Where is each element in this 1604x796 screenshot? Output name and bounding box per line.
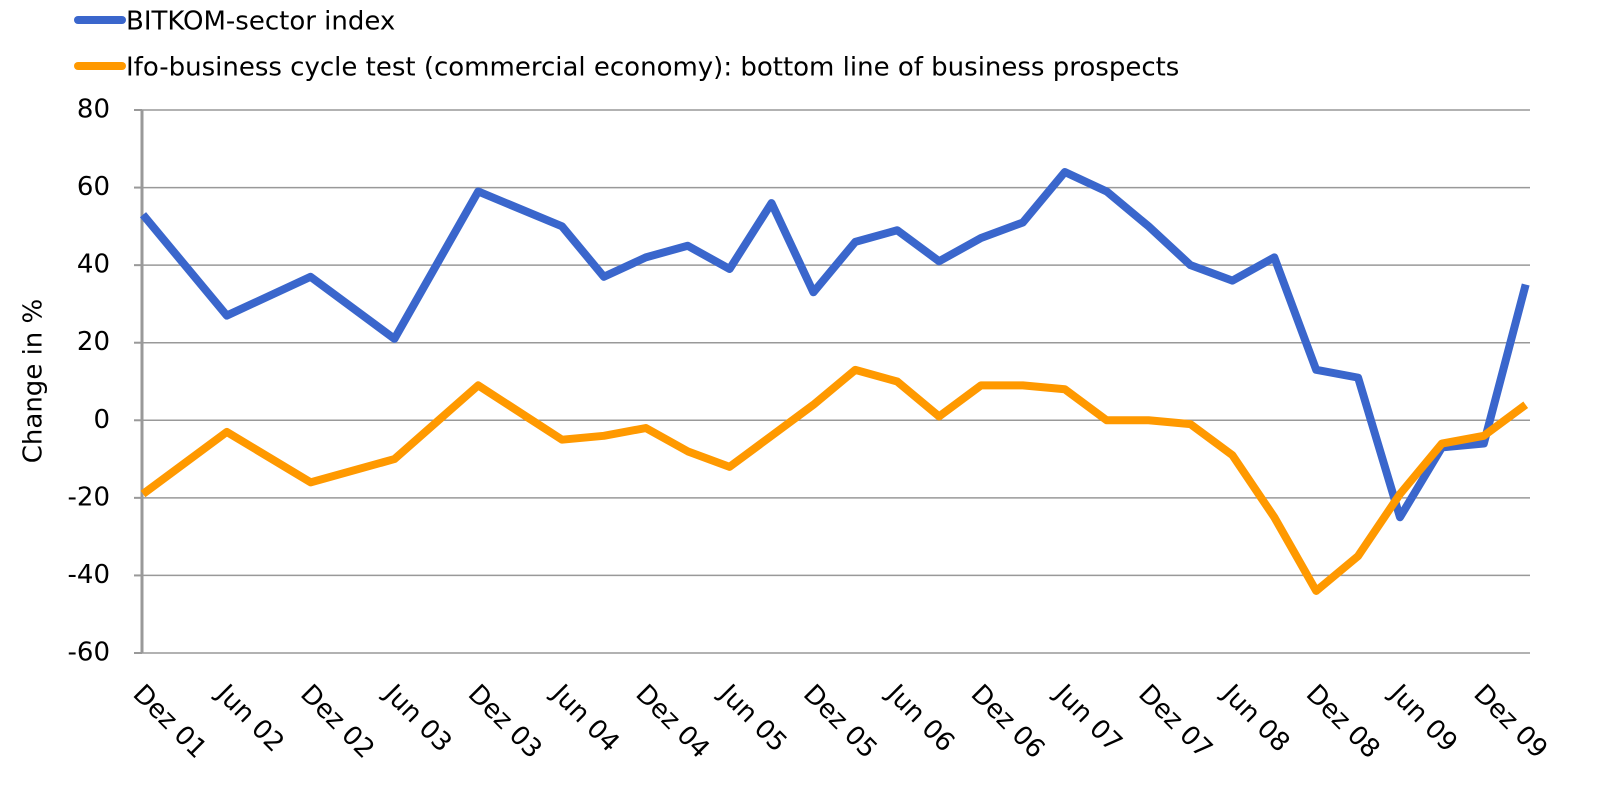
x-tick-label: Jun 05: [712, 678, 793, 759]
x-tick-label: Jun 07: [1047, 678, 1128, 759]
legend-label: BITKOM-sector index: [126, 7, 395, 37]
series-line: [140, 365, 1529, 595]
y-axis-label: Change in %: [19, 299, 49, 463]
y-tick-label: 0: [93, 405, 110, 435]
y-tick-label: -20: [68, 482, 110, 512]
y-tick-label: -40: [68, 560, 110, 590]
x-tick-label: Jun 09: [1382, 678, 1463, 759]
x-tick-label: Jun 03: [377, 678, 458, 759]
x-tick-label: Dez 02: [294, 679, 380, 765]
series-line: [139, 168, 1530, 522]
y-tick-label: 40: [77, 250, 110, 280]
y-tick-label: 80: [77, 95, 110, 125]
x-tick-label: Dez 03: [462, 679, 548, 765]
x-tick-label: Jun 02: [209, 678, 290, 759]
x-tick-label: Dez 07: [1132, 679, 1218, 765]
x-tick-label: Dez 05: [797, 679, 883, 765]
x-tick-label: Jun 08: [1215, 678, 1296, 759]
y-tick-label: 20: [77, 327, 110, 357]
x-tick-label: Dez 09: [1468, 679, 1554, 765]
x-tick-label: Jun 06: [880, 678, 961, 759]
x-tick-label: Jun 04: [544, 678, 625, 759]
x-tick-label: Dez 06: [965, 679, 1051, 765]
y-tick-label: -60: [68, 638, 110, 668]
x-tick-label: Dez 04: [630, 679, 716, 765]
x-tick-label: Dez 01: [127, 679, 213, 765]
x-tick-label: Dez 08: [1300, 679, 1386, 765]
legend-label: Ifo-business cycle test (commercial econ…: [126, 53, 1179, 83]
y-tick-label: 60: [77, 172, 110, 202]
